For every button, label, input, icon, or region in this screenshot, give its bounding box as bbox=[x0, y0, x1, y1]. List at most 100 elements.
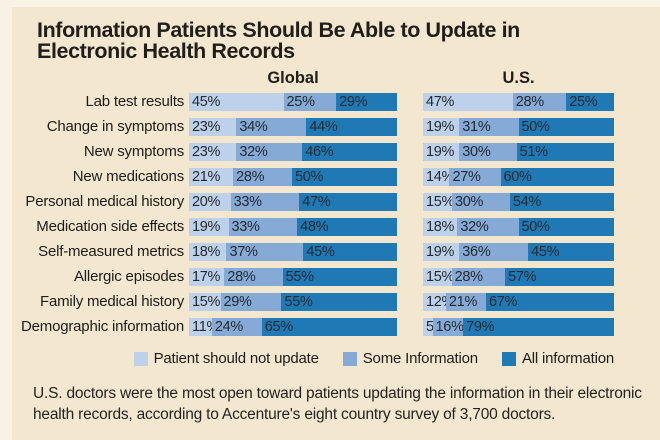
top-edge-strip bbox=[0, 0, 660, 7]
us-bar-segment: 16% bbox=[432, 317, 464, 336]
global-bar-segment: 50% bbox=[291, 167, 397, 186]
segment-value-label: 23% bbox=[192, 143, 221, 160]
us-bar-segment: 60% bbox=[500, 167, 614, 186]
segment-value-label: 19% bbox=[426, 243, 455, 260]
segment-value-label: 36% bbox=[462, 243, 491, 260]
chart-title-line2: Electronic Health Records bbox=[37, 39, 295, 63]
global-stacked-bar: 20% 33% 47% bbox=[189, 192, 397, 211]
segment-value-label: 28% bbox=[227, 268, 256, 285]
row-label: Self-measured metrics bbox=[38, 243, 184, 260]
segment-value-label: 28% bbox=[515, 93, 544, 110]
us-bar-segment: 27% bbox=[449, 167, 501, 186]
chart-row: Medication side effects 19% 33% 48% 18% 32% 50… bbox=[0, 214, 660, 239]
us-stacked-bar: 47% 28% 25% bbox=[423, 92, 614, 111]
legend-item-some-information: Some Information bbox=[342, 350, 478, 367]
us-bar-segment: 67% bbox=[486, 292, 614, 311]
segment-value-label: 18% bbox=[192, 243, 221, 260]
segment-value-label: 37% bbox=[229, 243, 258, 260]
global-bar-segment: 33% bbox=[230, 192, 300, 211]
segment-value-label: 19% bbox=[426, 143, 455, 160]
global-bar-segment: 17% bbox=[189, 267, 225, 286]
global-bar-segment: 29% bbox=[336, 92, 397, 111]
global-bar-segment: 24% bbox=[211, 317, 262, 336]
global-stacked-bar: 21% 28% 50% bbox=[189, 167, 397, 186]
global-bar-segment: 18% bbox=[189, 242, 227, 261]
legend-swatch-dark-blue-icon bbox=[501, 351, 516, 366]
global-bar-segment: 23% bbox=[189, 142, 237, 161]
segment-value-label: 33% bbox=[231, 218, 260, 235]
us-bar-segment: 5% bbox=[423, 317, 447, 336]
us-bar-segment: 45% bbox=[528, 242, 615, 261]
segment-value-label: 50% bbox=[521, 218, 550, 235]
chart-title-line1: Information Patients Should Be Able to U… bbox=[37, 18, 520, 42]
row-label: Family medical history bbox=[40, 293, 184, 310]
segment-value-label: 25% bbox=[569, 93, 598, 110]
segment-value-label: 29% bbox=[223, 293, 252, 310]
legend-label: Patient should not update bbox=[153, 350, 319, 367]
segment-value-label: 19% bbox=[426, 118, 455, 135]
segment-value-label: 30% bbox=[454, 193, 484, 210]
segment-value-label: 57% bbox=[508, 268, 537, 285]
row-label: Change in symptoms bbox=[46, 118, 184, 135]
segment-value-label: 16% bbox=[435, 318, 464, 335]
legend: Patient should not update Some Informati… bbox=[0, 350, 614, 367]
segment-value-label: 50% bbox=[294, 168, 324, 185]
segment-value-label: 15% bbox=[192, 293, 221, 310]
segment-value-label: 30% bbox=[462, 143, 491, 160]
chart-row: Lab test results 45% 25% 29% 47% 28% 25% bbox=[0, 89, 660, 114]
row-label: Lab test results bbox=[85, 93, 184, 110]
segment-value-label: 47% bbox=[302, 193, 331, 210]
us-bar-segment: 50% bbox=[518, 217, 614, 236]
global-stacked-bar: 45% 25% 29% bbox=[189, 92, 397, 111]
segment-value-label: 50% bbox=[521, 118, 550, 135]
us-stacked-bar: 19% 36% 45% bbox=[423, 242, 615, 261]
segment-value-label: 33% bbox=[233, 193, 262, 210]
source-note: U.S. doctors were the most open toward p… bbox=[33, 383, 642, 425]
us-bar-segment: 57% bbox=[505, 267, 615, 286]
segment-value-label: 23% bbox=[192, 118, 221, 135]
global-bar-segment: 45% bbox=[303, 242, 397, 261]
row-label: New symptoms bbox=[83, 143, 184, 160]
us-stacked-bar: 5%16%79% bbox=[423, 317, 614, 336]
legend-item-not-update: Patient should not update bbox=[133, 350, 319, 367]
global-bar-segment: 15% bbox=[189, 292, 221, 311]
segment-value-label: 14% bbox=[426, 168, 455, 185]
global-bar-segment: 55% bbox=[282, 267, 397, 286]
global-bar-segment: 34% bbox=[236, 117, 307, 136]
us-bar-segment: 28% bbox=[451, 267, 506, 286]
us-bar-segment: 19% bbox=[423, 117, 460, 136]
segment-value-label: 45% bbox=[192, 93, 221, 110]
source-note-line1: U.S. doctors were the most open toward p… bbox=[33, 385, 642, 402]
segment-value-label: 60% bbox=[503, 168, 532, 185]
global-stacked-bar: 18% 37% 45% bbox=[189, 242, 397, 261]
segment-value-label: 79% bbox=[466, 318, 495, 335]
segment-value-label: 24% bbox=[214, 318, 243, 335]
segment-value-label: 32% bbox=[239, 143, 268, 160]
segment-value-label: 54% bbox=[512, 193, 541, 210]
us-stacked-bar: 18% 32% 50% bbox=[423, 217, 614, 236]
row-label: Demographic information bbox=[21, 318, 184, 335]
global-stacked-bar: 23% 32% 46% bbox=[189, 142, 397, 161]
row-label: New medications bbox=[72, 168, 184, 185]
legend-swatch-light-blue-icon bbox=[133, 351, 148, 366]
us-stacked-bar: 12% 21% 67% bbox=[423, 292, 614, 311]
us-bar-segment: 14% bbox=[423, 167, 454, 186]
legend-label: All information bbox=[521, 350, 614, 367]
segment-value-label: 29% bbox=[339, 93, 368, 110]
segment-value-label: 48% bbox=[300, 218, 329, 235]
chart-row: Demographic information 11%24% 65% 5%16%79% bbox=[0, 314, 660, 339]
segment-value-label: 28% bbox=[454, 268, 483, 285]
global-bar-segment: 65% bbox=[261, 317, 397, 336]
us-stacked-bar: 19% 31% 50% bbox=[423, 117, 614, 136]
legend-item-all-information: All information bbox=[501, 350, 614, 367]
global-bar-segment: 33% bbox=[228, 217, 298, 236]
global-bar-segment: 47% bbox=[299, 192, 397, 211]
legend-label: Some Information bbox=[362, 350, 478, 367]
global-bar-segment: 11% bbox=[189, 317, 219, 336]
global-stacked-bar: 19% 33% 48% bbox=[189, 217, 397, 236]
global-bar-segment: 32% bbox=[236, 142, 303, 161]
row-label: Medication side effects bbox=[36, 218, 184, 235]
header-global: Global bbox=[267, 69, 319, 87]
segment-value-label: 15% bbox=[426, 268, 455, 285]
segment-value-label: 55% bbox=[284, 293, 313, 310]
